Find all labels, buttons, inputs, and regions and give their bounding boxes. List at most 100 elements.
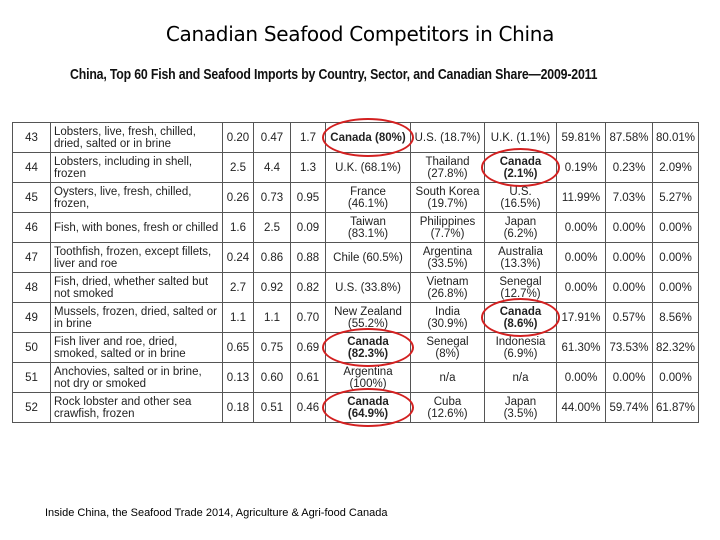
table-cell: 61.87%: [652, 392, 699, 423]
table-cell: Fish liver and roe, dried, smoked, salte…: [50, 332, 223, 363]
table-cell: 0.13: [222, 362, 254, 393]
table-cell: 5.27%: [652, 182, 699, 213]
table-row: 48 Fish, dried, whether salted but not sm…: [12, 272, 699, 303]
table-row: 46 Fish, with bones, fresh or chilled 1.6 2…: [12, 212, 699, 243]
table-cell: 0.00%: [652, 272, 699, 303]
table-cell: n/a: [410, 362, 485, 393]
table-cell: Canada (8.6%): [481, 298, 561, 338]
table-cell: Canada (80%): [322, 118, 415, 158]
table-cell: 4.4: [253, 152, 291, 183]
table-cell: 0.69: [290, 332, 326, 363]
table-cell: 1.6: [222, 212, 254, 243]
table-cell: Canada (82.3%): [322, 328, 415, 368]
table-cell: 1.3: [290, 152, 326, 183]
table-cell: U.S. (16.5%): [484, 182, 557, 213]
table-cell: 2.7: [222, 272, 254, 303]
table-cell: 49: [12, 302, 51, 333]
table-cell: Cuba (12.6%): [410, 392, 485, 423]
table-cell: 0.00%: [556, 242, 606, 273]
table-cell: Philippines (7.7%): [410, 212, 485, 243]
table-cell: 0.92: [253, 272, 291, 303]
table-cell: 48: [12, 272, 51, 303]
table-cell: 52: [12, 392, 51, 423]
table-row: 50 Fish liver and roe, dried, smoked, sal…: [12, 328, 699, 368]
table-cell: 0.61: [290, 362, 326, 393]
table-cell: Chile (60.5%): [325, 242, 411, 273]
table-cell: Mussels, frozen, dried, salted or in bri…: [50, 302, 223, 333]
table-cell: 0.47: [253, 122, 291, 153]
table-row: 49 Mussels, frozen, dried, salted or in b…: [12, 298, 699, 338]
table-cell: Indonesia (6.9%): [484, 332, 557, 363]
table-cell: 0.00%: [605, 212, 653, 243]
table-cell: Taiwan (83.1%): [325, 212, 411, 243]
table-cell: 17.91%: [556, 302, 606, 333]
table-cell: Toothfish, frozen, except fillets, liver…: [50, 242, 223, 273]
table-cell: 1.1: [222, 302, 254, 333]
table-cell: 59.74%: [605, 392, 653, 423]
table-cell: 44: [12, 152, 51, 183]
table-cell: Lobsters, including in shell, frozen: [50, 152, 223, 183]
table-cell: 0.00%: [652, 362, 699, 393]
table-body: 43 Lobsters, live, fresh, chilled, dried,…: [12, 118, 699, 428]
table-cell: 0.26: [222, 182, 254, 213]
table-cell: Fish, with bones, fresh or chilled: [50, 212, 223, 243]
table-cell: 0.00%: [605, 272, 653, 303]
table-cell: n/a: [484, 362, 557, 393]
table-cell: 43: [12, 122, 51, 153]
table-cell: 0.00%: [652, 242, 699, 273]
table-cell: 0.86: [253, 242, 291, 273]
table-cell: U.K. (1.1%): [484, 122, 557, 153]
table-cell: 87.58%: [605, 122, 653, 153]
table-cell: Australia (13.3%): [484, 242, 557, 273]
table-cell: 0.88: [290, 242, 326, 273]
table-cell: 45: [12, 182, 51, 213]
table-cell: 59.81%: [556, 122, 606, 153]
table-cell: Fish, dried, whether salted but not smok…: [50, 272, 223, 303]
table-cell: U.K. (68.1%): [325, 152, 411, 183]
table-cell: 0.19%: [556, 152, 606, 183]
table-cell: 1.1: [253, 302, 291, 333]
source-note: Inside China, the Seafood Trade 2014, Ag…: [45, 507, 388, 519]
table-cell: 46: [12, 212, 51, 243]
table-cell: Japan (3.5%): [484, 392, 557, 423]
table-cell: 0.73: [253, 182, 291, 213]
table-row: 44 Lobsters, including in shell, frozen 2.…: [12, 148, 699, 188]
table-cell: 0.75: [253, 332, 291, 363]
table-cell: Lobsters, live, fresh, chilled, dried, s…: [50, 122, 223, 153]
table-cell: France (46.1%): [325, 182, 411, 213]
table-cell: India (30.9%): [410, 302, 485, 333]
table-cell: Rock lobster and other sea crawfish, fro…: [50, 392, 223, 423]
table-cell: 0.00%: [556, 212, 606, 243]
table-cell: New Zealand (55.2%): [325, 302, 411, 333]
table-cell: 0.46: [290, 392, 326, 423]
table-cell: Vietnam (26.8%): [410, 272, 485, 303]
table-cell: 0.18: [222, 392, 254, 423]
table-cell: 11.99%: [556, 182, 606, 213]
table-cell: 0.51: [253, 392, 291, 423]
table-cell: 0.20: [222, 122, 254, 153]
table-cell: 0.00%: [556, 272, 606, 303]
table-cell: 0.09: [290, 212, 326, 243]
table-cell: Argentina (33.5%): [410, 242, 485, 273]
table-row: 52 Rock lobster and other sea crawfish, f…: [12, 388, 699, 428]
table-cell: 1.7: [290, 122, 326, 153]
table-row: 51 Anchovies, salted or in brine, not dry…: [12, 362, 699, 393]
table-cell: 0.24: [222, 242, 254, 273]
table-cell: 82.32%: [652, 332, 699, 363]
table-cell: 47: [12, 242, 51, 273]
table-cell: 51: [12, 362, 51, 393]
table-cell: Oysters, live, fresh, chilled, frozen,: [50, 182, 223, 213]
table-cell: 0.00%: [652, 212, 699, 243]
table-row: 47 Toothfish, frozen, except fillets, liv…: [12, 242, 699, 273]
table-cell: South Korea (19.7%): [410, 182, 485, 213]
table-row: 45 Oysters, live, fresh, chilled, frozen,…: [12, 182, 699, 213]
table-cell: U.S. (33.8%): [325, 272, 411, 303]
table-cell: 2.5: [222, 152, 254, 183]
table-cell: Japan (6.2%): [484, 212, 557, 243]
table-cell: Senegal (8%): [410, 332, 485, 363]
table: 43 Lobsters, live, fresh, chilled, dried,…: [12, 118, 699, 428]
table-cell: 0.70: [290, 302, 326, 333]
table-cell: 0.00%: [556, 362, 606, 393]
table-cell: 0.57%: [605, 302, 653, 333]
